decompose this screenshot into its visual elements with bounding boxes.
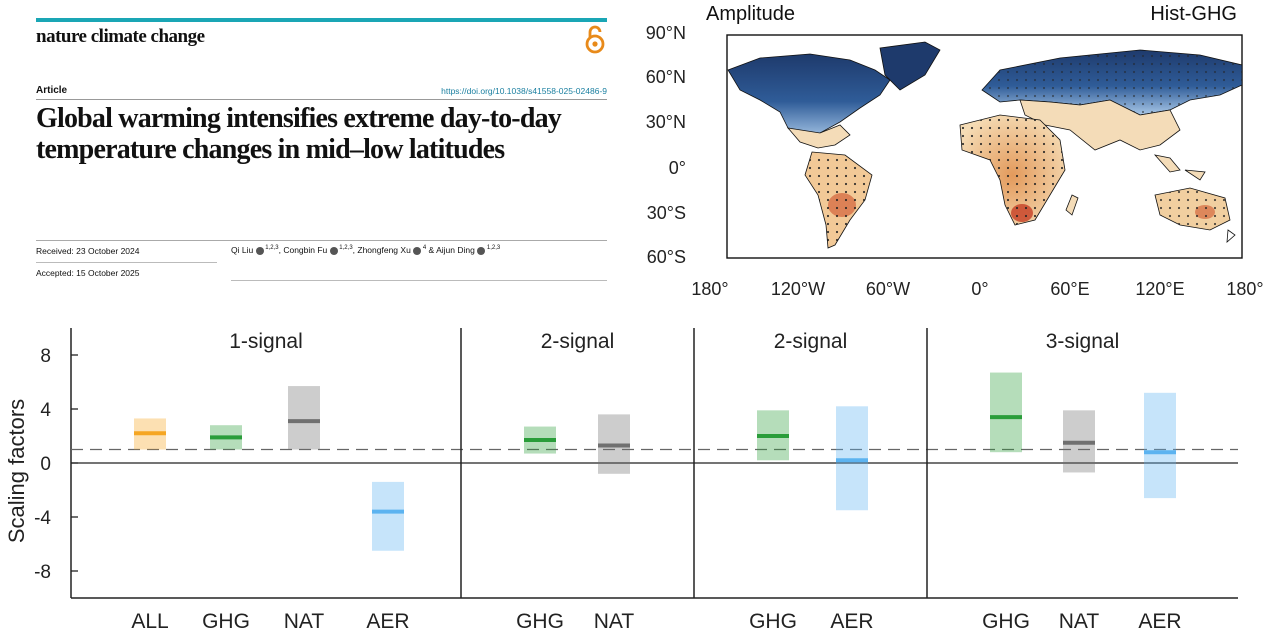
panel-title: 3-signal — [1046, 330, 1120, 353]
confidence-bar — [372, 481, 404, 551]
x-tick-label: AER — [1138, 610, 1181, 633]
y-tick-label: 0 — [40, 454, 51, 475]
lon-tick-label: 0° — [971, 279, 989, 299]
author-name[interactable]: Zhongfeng Xu — [357, 245, 414, 255]
metadata-divider — [36, 240, 607, 241]
author-affiliation: 4 — [421, 245, 427, 252]
title-divider — [36, 99, 607, 100]
received-date: Received: 23 October 2024 — [36, 246, 140, 256]
lat-tick-label: 60°N — [645, 67, 686, 87]
lon-tick-label: 180° — [1226, 279, 1264, 299]
journal-accent-bar — [36, 18, 607, 22]
map-experiment-label: Hist-GHG — [1150, 3, 1237, 25]
confidence-bar — [1144, 392, 1176, 499]
article-title: Global warming intensifies extreme day-t… — [36, 103, 562, 165]
author-affiliation: 1,2,3 — [485, 245, 501, 252]
x-tick-label: GHG — [516, 610, 564, 633]
orcid-icon[interactable] — [329, 246, 338, 255]
y-tick-label: 8 — [40, 346, 51, 367]
y-tick-label: 4 — [40, 400, 51, 421]
lon-tick-label: 60°E — [1050, 279, 1090, 299]
indonesia-islands — [1153, 154, 1206, 181]
north-america-landmass — [727, 53, 891, 141]
article-type-label: Article — [36, 85, 68, 96]
map-variable-label: Amplitude — [706, 3, 795, 25]
y-axis-label: Scaling factors — [4, 399, 29, 543]
asia-south — [1019, 99, 1181, 151]
lon-tick-label: 120°W — [770, 279, 826, 299]
orcid-icon[interactable] — [477, 246, 486, 255]
madagascar — [1065, 194, 1079, 216]
y-tick-label: -8 — [34, 562, 51, 583]
author-affiliation: 1,2,3 — [337, 245, 353, 252]
author-list: Qi Liu 1,2,3, Congbin Fu 1,2,3, Zhongfen… — [231, 245, 501, 255]
x-tick-label: NAT — [594, 610, 635, 633]
x-tick-label: GHG — [202, 610, 250, 633]
author-name[interactable]: Congbin Fu — [283, 245, 330, 255]
lon-tick-label: 180° — [691, 279, 729, 299]
journal-name: nature climate change — [36, 26, 205, 47]
panel-title: 1-signal — [229, 330, 303, 353]
north-america-south — [786, 124, 851, 149]
x-tick-label: GHG — [749, 610, 797, 633]
lon-tick-label: 60°W — [865, 279, 911, 299]
lat-tick-label: 90°N — [645, 23, 686, 43]
x-tick-label: ALL — [131, 610, 168, 633]
lat-tick-label: 30°S — [646, 203, 686, 223]
author-affiliation: 1,2,3 — [263, 245, 279, 252]
panel-title: 2-signal — [541, 330, 615, 353]
lon-tick-label: 120°E — [1135, 279, 1185, 299]
amplitude-map — [726, 34, 1243, 259]
panel-title: 2-signal — [774, 330, 848, 353]
dates-divider — [36, 262, 217, 263]
confidence-bar — [990, 372, 1022, 453]
open-access-lock-icon — [585, 25, 605, 54]
lat-tick-label: 0° — [668, 158, 686, 178]
x-tick-label: NAT — [284, 610, 325, 633]
orcid-icon[interactable] — [413, 246, 422, 255]
author-name[interactable]: Qi Liu — [231, 245, 256, 255]
lat-tick-label: 60°S — [646, 247, 686, 267]
x-tick-label: AER — [830, 610, 873, 633]
x-tick-label: AER — [366, 610, 409, 633]
confidence-bar — [836, 406, 868, 511]
x-tick-label: GHG — [982, 610, 1030, 633]
orcid-icon[interactable] — [255, 246, 264, 255]
new-zealand — [1226, 229, 1236, 243]
author-name[interactable]: Aijun Ding — [436, 245, 478, 255]
authors-divider — [231, 280, 607, 281]
x-tick-label: NAT — [1059, 610, 1100, 633]
confidence-bar — [288, 386, 320, 450]
lat-tick-label: 30°N — [645, 112, 686, 132]
y-tick-label: -4 — [34, 508, 51, 529]
accepted-date: Accepted: 15 October 2025 — [36, 268, 140, 278]
greenland-landmass — [879, 41, 941, 91]
doi-link[interactable]: https://doi.org/10.1038/s41558-025-02486… — [441, 86, 607, 96]
